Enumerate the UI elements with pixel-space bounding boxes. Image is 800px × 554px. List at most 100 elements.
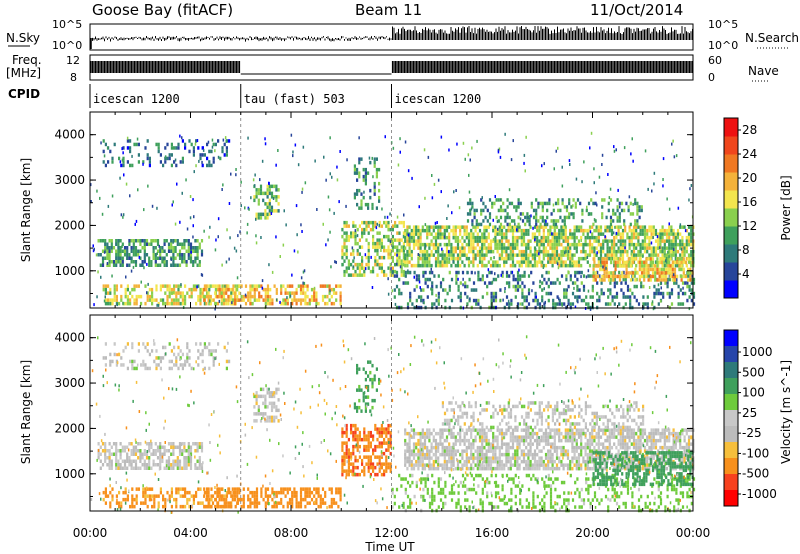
power-colorbar-swatch (724, 190, 738, 209)
power-colorbar-swatch (724, 244, 738, 263)
velocity-colorbar-tick: 1000 (742, 345, 773, 359)
scatter-region (253, 184, 280, 220)
velocity-colorbar-swatch (724, 378, 738, 395)
nsky-trace (90, 26, 693, 49)
power-colorbar-tick: 16 (742, 195, 757, 209)
nsearch-tick-high: 10^5 (708, 18, 738, 31)
velocity-colorbar-swatch (724, 346, 738, 363)
nsky-label: N.Sky (6, 31, 40, 45)
scatter-region (253, 387, 280, 423)
x-tick-label: 16:00 (475, 526, 510, 540)
power-colorbar-swatch (724, 262, 738, 281)
velocity-colorbar-swatch (724, 330, 738, 347)
velocity-colorbar-tick: 500 (742, 365, 765, 379)
velocity-colorbar-swatch (724, 362, 738, 379)
nave-tick-high: 60 (708, 54, 722, 67)
cpid-segment-label: icescan 1200 (93, 92, 180, 106)
power-colorbar-swatch (724, 280, 738, 299)
velocity-colorbar-swatch (724, 394, 738, 411)
power-colorbar-swatch (724, 172, 738, 191)
x-tick-label: 00:00 (73, 526, 108, 540)
cpid-segment-label: tau (fast) 503 (244, 92, 345, 106)
power-colorbar-tick: 8 (742, 243, 750, 257)
velocity-colorbar-tick: 100 (742, 386, 765, 400)
scatter-region (353, 157, 381, 210)
velocity-colorbar-tick: -1000 (742, 487, 777, 501)
nsky-tick-high: 10^5 (52, 18, 82, 31)
y-tick-label: 2000 (54, 421, 85, 435)
velocity-colorbar-swatch (724, 490, 738, 507)
noise-echoes (90, 131, 694, 311)
scatter-region (353, 360, 381, 413)
freq-tick-high: 12 (66, 54, 80, 67)
power-colorbar: 4 8 12 16 20 24 28 (723, 117, 757, 299)
time-xlabel: Time UT (364, 540, 415, 554)
velocity-colorbar-tick: 25 (742, 406, 757, 420)
velocity-colorbar-swatch (724, 458, 738, 475)
power-colorbar-tick: 12 (742, 219, 757, 233)
velocity-colorbar-tick: -100 (742, 446, 769, 460)
station-title: Goose Bay (fitACF) (92, 1, 233, 19)
scatter-region (341, 220, 405, 277)
cpid-row: icescan 1200 tau (fast) 503 icescan 1200 (89, 84, 482, 108)
scatter-region (203, 284, 342, 306)
power-colorbar-swatch (724, 118, 738, 137)
y-tick-label: 2000 (54, 218, 85, 232)
scatter-region (404, 225, 695, 268)
x-tick-label: 12:00 (374, 526, 409, 540)
velocity-colorbar-swatch (724, 410, 738, 427)
velocity-ylabel: Slant Range [km] (19, 360, 33, 464)
power-ylabel: Slant Range [km] (19, 158, 33, 262)
noise-echoes (90, 335, 694, 514)
nsearch-tick-low: 10^0 (708, 39, 738, 52)
freq-trace (90, 61, 694, 75)
freq-label-2: [MHz] (6, 66, 41, 80)
y-tick-label: 4000 (54, 331, 85, 345)
velocity-colorbar-swatch (724, 442, 738, 459)
scatter-region (102, 487, 242, 509)
scatter-region (441, 401, 645, 430)
scatter-region (102, 342, 231, 371)
scatter-region (466, 198, 643, 227)
cpid-label: CPID (8, 87, 40, 101)
velocity-colorbar-swatch (724, 426, 738, 443)
power-colorbar-tick: 4 (742, 267, 750, 281)
power-colorbar-label: Power [dB] (779, 175, 793, 240)
x-tick-label: 08:00 (274, 526, 309, 540)
velocity-colorbar-tick: -500 (742, 467, 769, 481)
nave-tick-low: 0 (708, 71, 715, 84)
power-colorbar-tick: 28 (742, 123, 757, 137)
y-tick-label: 3000 (54, 173, 85, 187)
power-colorbar-swatch (724, 154, 738, 173)
power-colorbar-swatch (724, 136, 738, 155)
scatter-region (592, 451, 694, 487)
scatter-region (391, 473, 696, 513)
scatter-region (341, 423, 392, 477)
y-tick-label: 1000 (54, 467, 85, 481)
power-colorbar-tick: 24 (742, 147, 757, 161)
nave-label: Nave (748, 64, 779, 78)
power-panel: 1000 2000 3000 4000 (54, 111, 696, 311)
velocity-panel: 1000 2000 3000 4000 00:00 04:00 08:00 12:00 16:0… (54, 314, 711, 540)
cpid-segment-label: icescan 1200 (395, 92, 482, 106)
velocity-colorbar-swatch (724, 474, 738, 491)
y-tick-label: 4000 (54, 128, 85, 142)
y-tick-label: 1000 (54, 264, 85, 278)
nsky-tick-low: 10^0 (52, 39, 82, 52)
x-tick-label: 00:00 (676, 526, 711, 540)
x-tick-label: 20:00 (575, 526, 610, 540)
y-tick-label: 3000 (54, 376, 85, 390)
freq-tick-low: 8 (70, 71, 77, 84)
power-colorbar-tick: 20 (742, 171, 757, 185)
scatter-region (102, 139, 231, 168)
x-tick-label: 04:00 (173, 526, 208, 540)
scatter-region (97, 239, 204, 267)
beam-title: Beam 11 (355, 1, 422, 19)
velocity-colorbar-label: Velocity [m s^-1] (779, 360, 793, 464)
power-colorbar-swatch (724, 208, 738, 227)
date-title: 11/Oct/2014 (590, 1, 683, 19)
freq-label-1: Freq. (12, 53, 42, 67)
power-colorbar-swatch (724, 226, 738, 245)
velocity-colorbar: 1000 500 100 25 -25 -100 -500 -1000 (723, 329, 777, 507)
